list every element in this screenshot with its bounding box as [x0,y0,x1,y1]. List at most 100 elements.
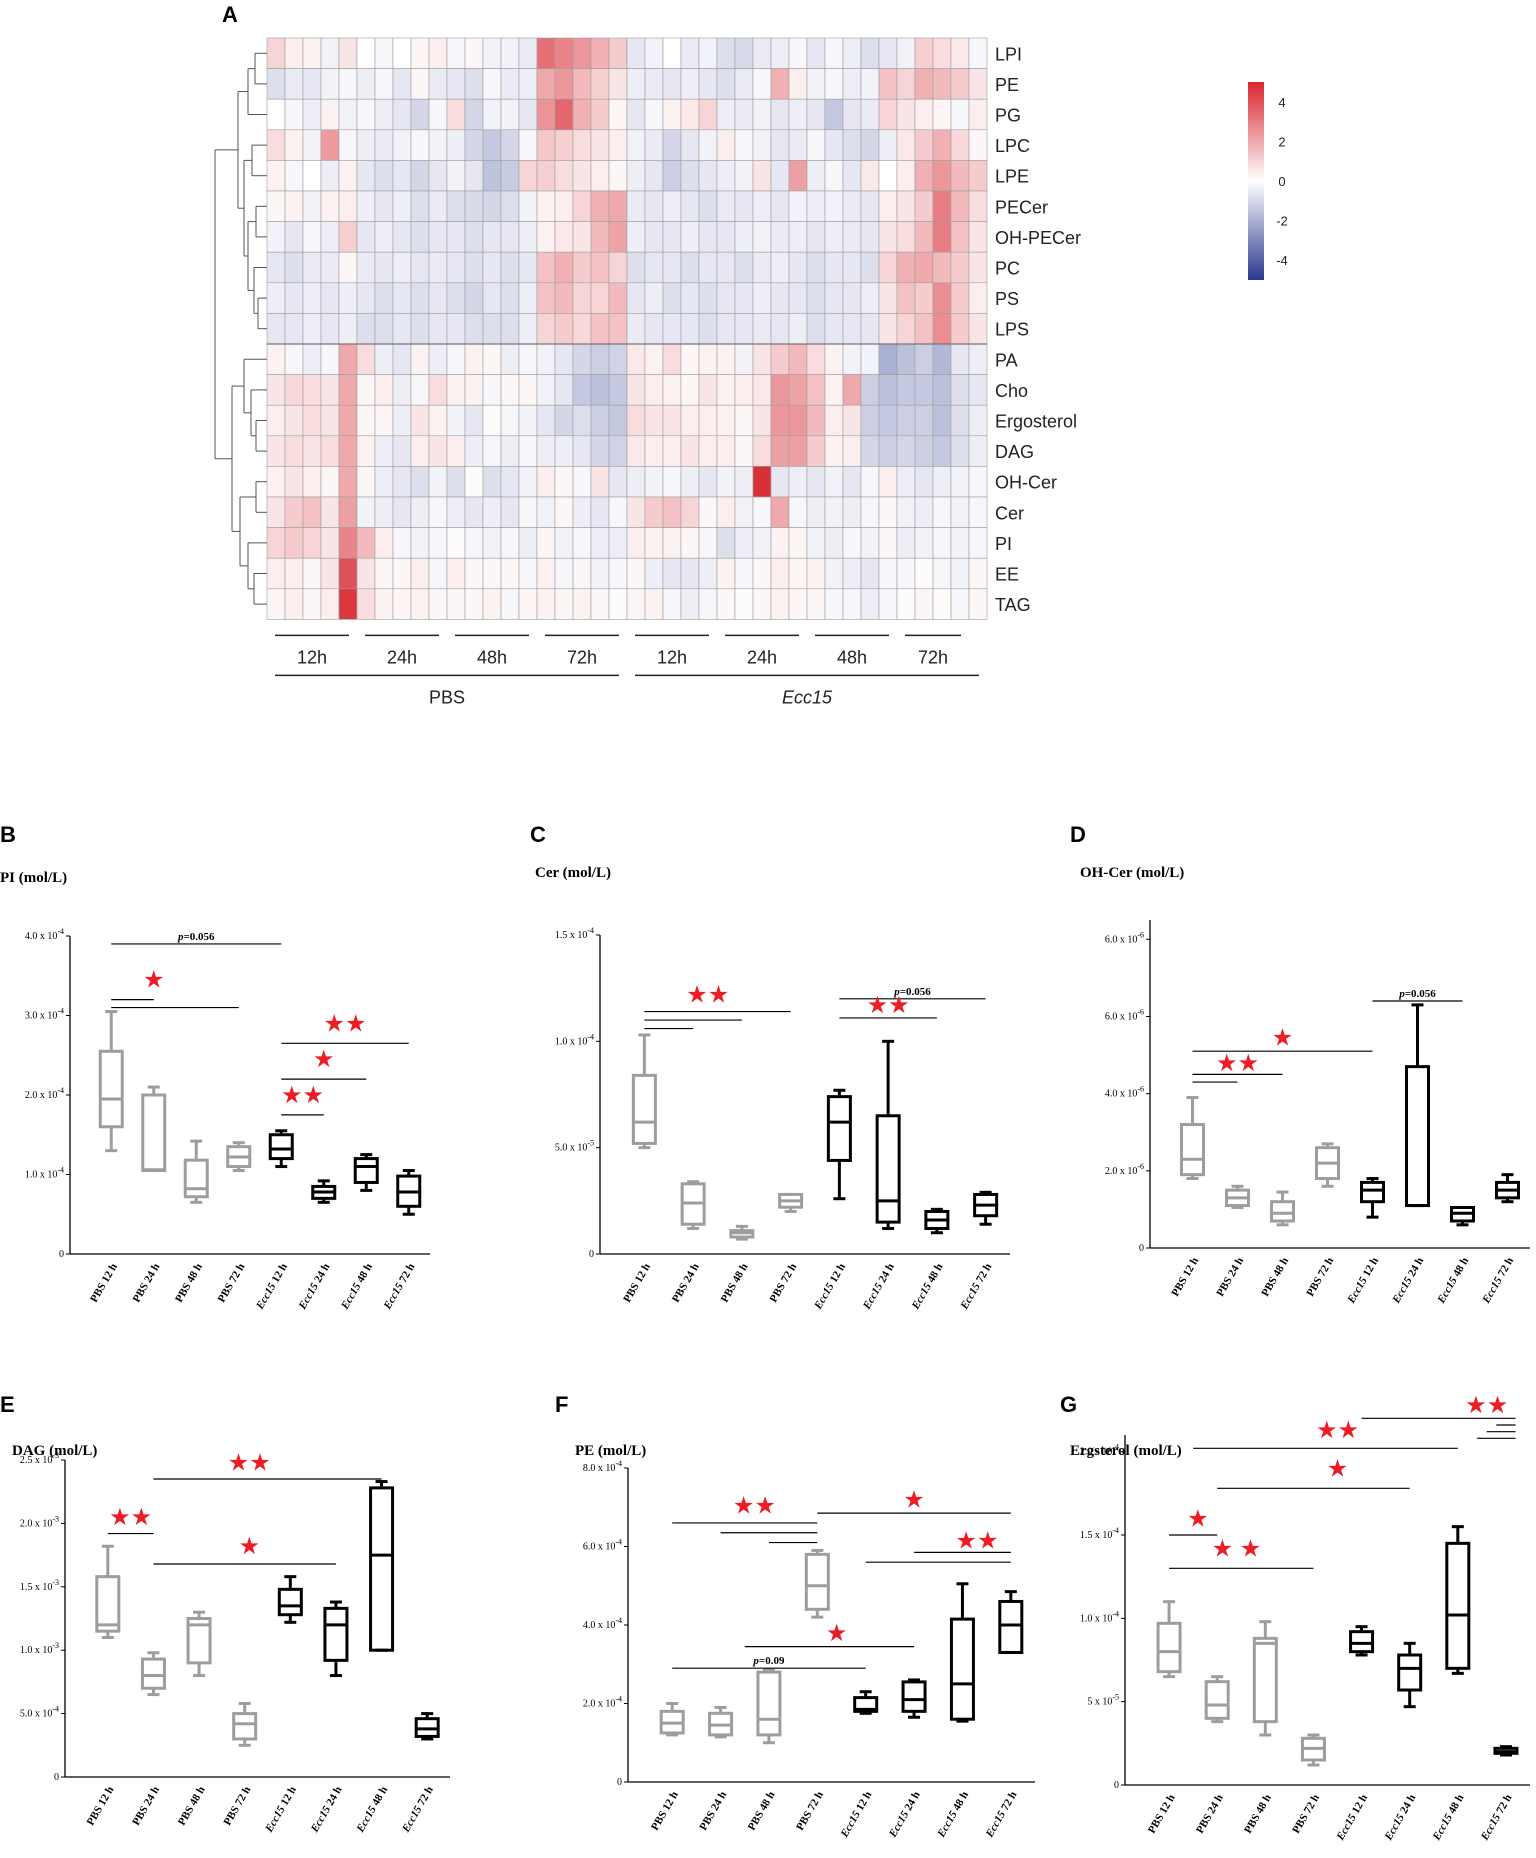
significance-star: ★★ [281,1082,324,1109]
heatmap-cell [464,221,484,253]
heatmap-cell [482,313,502,345]
heatmap-cell [338,221,358,253]
heatmap-cell [392,68,412,100]
heatmap-cell [842,190,862,222]
category-label: PBS 48 h [173,1262,205,1305]
heatmap-cell [284,527,304,559]
box-5 [901,1678,927,1719]
heatmap-cell [680,98,700,131]
heatmap-cell [878,282,898,314]
category-label: Ecc15 24 h [860,1262,896,1313]
heatmap-cell [896,466,916,498]
heatmap-cell [554,37,574,69]
heatmap-cell [446,496,466,528]
heatmap-cell [680,374,700,406]
heatmap-cell [410,404,430,437]
heatmap-cell [428,496,448,528]
heatmap-cell [698,435,718,467]
heatmap-cell [518,37,538,69]
heatmap-cell [608,496,628,528]
category-label: PBS 48 h [746,1790,778,1833]
heatmap-cell [410,374,430,406]
heatmap-cell [464,404,484,437]
heatmap-cell [626,313,646,345]
heatmap-cell [590,343,610,375]
significance-star: ★★ [1316,1417,1359,1444]
heatmap-cell [554,129,574,161]
heatmap-cell [338,160,358,192]
heatmap-cell [320,313,340,345]
heatmap-cell [608,68,628,100]
heatmap-cell [968,190,988,222]
p-value-label: p=0.09 [752,1655,785,1667]
heatmap-cell [806,221,826,253]
heatmap-cell [572,98,592,131]
group-label: 72h [567,647,597,667]
heatmap-cell [572,496,592,528]
y-tick-label: 1.0 x 10-4 [555,1032,594,1047]
heatmap-cell [590,37,610,69]
category-label: PBS 48 h [176,1785,208,1828]
heatmap-cell [392,98,412,131]
heatmap-cell [968,68,988,100]
heatmap-cell [266,466,286,498]
heatmap-cell [752,37,772,69]
heatmap-cell [914,374,934,406]
heatmap-cell [302,37,322,69]
heatmap-cell [752,221,772,253]
heatmap-cell [752,68,772,100]
heatmap-row-label: LPI [995,44,1022,64]
heatmap-cell [302,527,322,559]
heatmap-cell [860,343,880,375]
heatmap-cell [590,68,610,100]
heatmap-cell [878,98,898,131]
heatmap-cell [500,160,520,192]
heatmap-cell [626,496,646,528]
category-label: Ecc15 12 h [1345,1256,1381,1307]
heatmap-cell [806,251,826,284]
heatmap-cell [428,221,448,253]
significance-star: ★★ [1216,1050,1259,1077]
heatmap-cell [410,37,430,69]
heatmap-cell [392,221,412,253]
heatmap-cell [392,466,412,498]
boxplot-svg-B: B PI (mol/L) 0 1.0 x 10-4 2.0 x 10-4 3.0 x 10… [0,822,430,1312]
heatmap-cell [788,37,808,69]
heatmap-cell [590,98,610,131]
heatmap-cell [500,98,520,131]
heatmap-cell [284,466,304,498]
heatmap-cell [680,251,700,284]
heatmap-cell [626,343,646,375]
heatmap-cell [968,251,988,284]
heatmap-cell [770,190,790,222]
y-tick-label: 6.0 x 10-6 [1105,1007,1144,1022]
heatmap-cell [464,190,484,222]
heatmap-cell [950,496,970,528]
heatmap-cell [464,37,484,69]
heatmap-cell [338,374,358,406]
heatmap-cell [824,374,844,406]
heatmap-cell [806,282,826,314]
heatmap-cell [428,129,448,161]
heatmap-cell [842,251,862,284]
heatmap-cell [734,527,754,559]
heatmap-cell [608,466,628,498]
heatmap-cell [392,588,412,620]
heatmap-cell [644,68,664,100]
heatmap-cell [878,251,898,284]
heatmap-cell [446,588,466,620]
heatmap-cell [734,343,754,375]
heatmap-cell [932,251,952,284]
heatmap-cell [734,374,754,406]
heatmap-cell [374,37,394,69]
color-scale-tick: -2 [1276,214,1288,229]
heatmap-cell [320,496,340,528]
category-label: Ecc15 48 h [1435,1256,1471,1307]
heatmap-cell [680,160,700,192]
heatmap-cell [896,557,916,590]
category-label: PBS 24 h [670,1262,702,1305]
heatmap-cell [302,98,322,131]
heatmap-cell [374,527,394,559]
heatmap-cell [824,282,844,314]
box-4 [1360,1177,1385,1219]
